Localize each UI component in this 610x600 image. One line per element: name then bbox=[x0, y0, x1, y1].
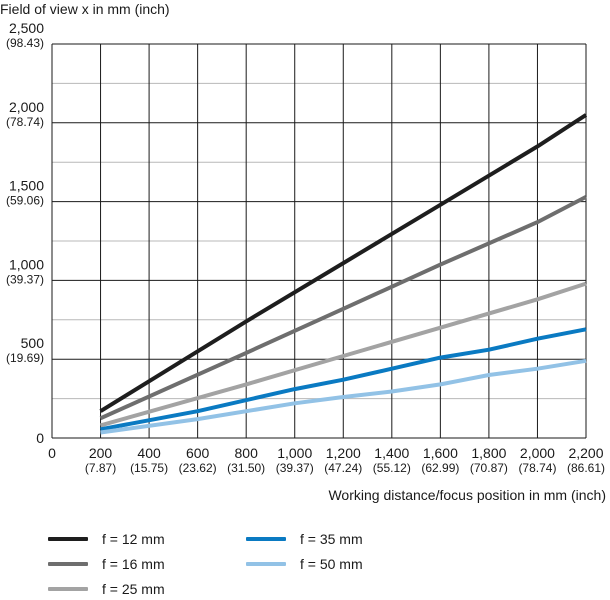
y-tick-sublabel: (19.69) bbox=[6, 351, 44, 365]
x-tick-label: 1,600 bbox=[423, 445, 458, 461]
x-tick-sublabel: (39.37) bbox=[276, 461, 314, 475]
y-tick-label: 2,500 bbox=[9, 20, 44, 36]
series-line bbox=[99, 281, 587, 428]
x-tick-label: 1,200 bbox=[326, 445, 361, 461]
x-tick-sublabel: (55.12) bbox=[373, 461, 411, 475]
y-tick-label: 500 bbox=[21, 335, 45, 351]
y-tick-label: 0 bbox=[36, 430, 44, 446]
legend-swatch bbox=[246, 562, 286, 566]
legend-item: f = 35 mm bbox=[246, 531, 363, 547]
x-tick-sublabel: (15.75) bbox=[130, 461, 168, 475]
x-tick-label: 2,200 bbox=[568, 445, 603, 461]
legend-item: f = 16 mm bbox=[48, 556, 165, 572]
x-tick-sublabel: (78.74) bbox=[518, 461, 556, 475]
x-tick-sublabel: (23.62) bbox=[179, 461, 217, 475]
y-tick-sublabel: (59.06) bbox=[6, 194, 44, 208]
x-tick-sublabel: (47.24) bbox=[324, 461, 362, 475]
legend-item: f = 25 mm bbox=[48, 581, 165, 597]
legend-label: f = 16 mm bbox=[102, 556, 165, 572]
y-tick-sublabel: (98.43) bbox=[6, 36, 44, 50]
x-tick-label: 1,000 bbox=[277, 445, 312, 461]
legend-item: f = 50 mm bbox=[246, 556, 363, 572]
x-axis-title: Working distance/focus position in mm (i… bbox=[328, 487, 606, 503]
x-tick-label: 2,000 bbox=[520, 445, 555, 461]
y-tick-label: 2,000 bbox=[9, 99, 44, 115]
x-tick-sublabel: (86.61) bbox=[567, 461, 605, 475]
legend-swatch bbox=[48, 587, 88, 591]
series-line bbox=[100, 358, 587, 435]
legend: f = 12 mm f = 16 mm f = 25 mm f = 35 mm f = … bbox=[0, 520, 610, 600]
x-tick-sublabel: (62.99) bbox=[421, 461, 459, 475]
x-tick-label: 800 bbox=[235, 445, 259, 461]
legend-label: f = 25 mm bbox=[102, 581, 165, 597]
legend-item: f = 12 mm bbox=[48, 531, 165, 547]
x-tick-sublabel: (31.50) bbox=[227, 461, 265, 475]
x-tick-label: 600 bbox=[186, 445, 210, 461]
series-line bbox=[99, 113, 588, 413]
y-tick-sublabel: (39.37) bbox=[6, 272, 44, 286]
x-tick-label: 1,400 bbox=[374, 445, 409, 461]
y-tick-sublabel: (78.74) bbox=[6, 115, 44, 129]
x-tick-sublabel: (70.87) bbox=[470, 461, 508, 475]
legend-swatch bbox=[48, 562, 88, 566]
legend-swatch bbox=[48, 537, 88, 541]
legend-label: f = 35 mm bbox=[300, 531, 363, 547]
y-tick-label: 1,000 bbox=[9, 256, 44, 272]
x-tick-sublabel: (7.87) bbox=[85, 461, 116, 475]
y-tick-label: 1,500 bbox=[9, 178, 44, 194]
tick-labels: 0500(19.69)1,000(39.37)1,500(59.06)2,000… bbox=[6, 20, 605, 475]
legend-label: f = 12 mm bbox=[102, 531, 165, 547]
grid bbox=[51, 43, 587, 439]
series-line bbox=[100, 327, 587, 432]
x-tick-label: 400 bbox=[137, 445, 161, 461]
series-line bbox=[99, 195, 587, 421]
chart-area: 0500(19.69)1,000(39.37)1,500(59.06)2,000… bbox=[0, 1, 606, 503]
legend-label: f = 50 mm bbox=[300, 556, 363, 572]
x-tick-label: 200 bbox=[89, 445, 113, 461]
x-tick-label: 1,800 bbox=[471, 445, 506, 461]
y-axis-title: Field of view x in mm (inch) bbox=[0, 1, 170, 17]
x-tick-label: 0 bbox=[48, 445, 56, 461]
series-lines bbox=[99, 113, 588, 435]
legend-swatch bbox=[246, 537, 286, 541]
